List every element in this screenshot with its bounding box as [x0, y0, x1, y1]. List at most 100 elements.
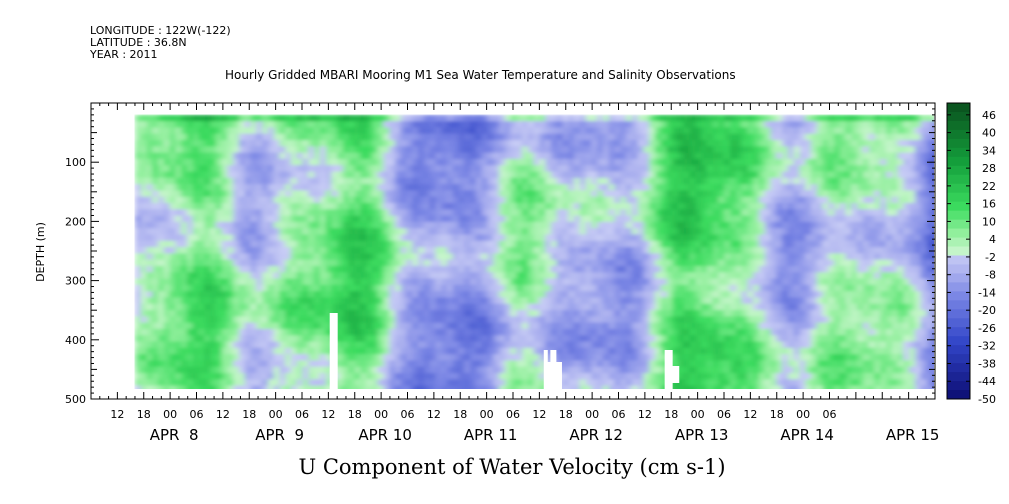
heatmap-cell: [400, 366, 408, 374]
heatmap-cell: [435, 265, 442, 274]
heatmap-cell: [782, 196, 789, 204]
heatmap-cell: [134, 385, 142, 389]
heatmap-cell: [718, 165, 726, 173]
heatmap-cell: [545, 127, 552, 135]
heatmap-cell: [695, 259, 702, 267]
heatmap-cell: [389, 303, 396, 311]
heatmap-cell: [158, 140, 165, 148]
heatmap-cell: [637, 259, 645, 267]
heatmap-cell: [735, 140, 743, 148]
heatmap-cell: [418, 177, 425, 185]
heatmap-cell: [487, 114, 494, 122]
heatmap-cell: [337, 265, 344, 274]
heatmap-cell: [764, 316, 772, 324]
heatmap-cell: [302, 177, 310, 185]
heatmap-cell: [758, 196, 766, 204]
heatmap-cell: [441, 121, 448, 129]
heatmap-cell: [290, 310, 298, 318]
heatmap-cell: [678, 265, 685, 274]
heatmap-cell: [186, 221, 194, 229]
heatmap-cell: [735, 303, 743, 311]
heatmap-cell: [250, 202, 258, 211]
heatmap-cell: [666, 278, 674, 286]
heatmap-cell: [163, 152, 171, 160]
heatmap-cell: [134, 322, 142, 330]
heatmap-cell: [325, 215, 333, 223]
heatmap-cell: [539, 278, 546, 286]
heatmap-cell: [262, 278, 269, 286]
heatmap-cell: [602, 347, 610, 355]
heatmap-cell: [562, 133, 570, 141]
heatmap-cell: [614, 328, 622, 337]
heatmap-cell: [550, 284, 558, 292]
heatmap-cell: [400, 190, 408, 198]
heatmap-cell: [290, 114, 298, 122]
heatmap-cell: [400, 341, 408, 349]
heatmap-cell: [394, 335, 402, 343]
heatmap-cell: [319, 379, 327, 387]
heatmap-cell: [608, 146, 616, 154]
heatmap-cell: [591, 265, 598, 274]
heatmap-cell: [262, 165, 269, 173]
heatmap-cell: [227, 240, 234, 248]
heatmap-cell: [418, 234, 425, 242]
heatmap-cell: [314, 240, 321, 248]
heatmap-cell: [706, 228, 714, 236]
heatmap-cell: [654, 303, 662, 311]
heatmap-cell: [319, 310, 327, 318]
heatmap-cell: [498, 215, 506, 223]
heatmap-cell: [637, 152, 645, 160]
heatmap-cell: [198, 234, 206, 242]
heatmap-cell: [701, 152, 708, 160]
heatmap-cell: [602, 328, 610, 337]
heatmap-cell: [458, 146, 466, 154]
heatmap-cell: [498, 114, 506, 122]
heatmap-cell: [545, 184, 552, 192]
heatmap-cell: [550, 240, 558, 248]
heatmap-cell: [446, 360, 454, 368]
heatmap-cell: [400, 253, 408, 261]
heatmap-cell: [146, 328, 154, 337]
heatmap-cell: [660, 221, 668, 229]
heatmap-cell: [163, 234, 171, 242]
heatmap-cell: [498, 328, 506, 337]
heatmap-cell: [782, 215, 789, 223]
heatmap-cell: [400, 114, 408, 122]
heatmap-cell: [371, 335, 379, 343]
heatmap-cell: [394, 146, 402, 154]
heatmap-cell: [435, 158, 442, 167]
heatmap-cell: [400, 259, 408, 267]
heatmap-cell: [227, 177, 234, 185]
heatmap-cell: [776, 373, 783, 381]
heatmap-cell: [776, 360, 783, 368]
heatmap-cell: [319, 240, 327, 248]
heatmap-cell: [302, 303, 310, 311]
heatmap-cell: [643, 259, 650, 267]
heatmap-cell: [389, 265, 396, 274]
heatmap-cell: [227, 234, 234, 242]
heatmap-cell: [256, 146, 263, 154]
heatmap-cell: [192, 177, 200, 185]
heatmap-cell: [510, 140, 518, 148]
heatmap-cell: [556, 328, 564, 337]
heatmap-cell: [516, 328, 523, 337]
heatmap-cell: [631, 316, 639, 324]
heatmap-cell: [631, 303, 639, 311]
heatmap-cell: [400, 196, 408, 204]
heatmap-cell: [706, 335, 714, 343]
heatmap-cell: [758, 316, 766, 324]
heatmap-cell: [215, 121, 223, 129]
heatmap-cell: [637, 335, 645, 343]
heatmap-cell: [181, 328, 188, 337]
heatmap-cell: [262, 360, 269, 368]
heatmap-cell: [302, 335, 310, 343]
heatmap-cell: [666, 228, 674, 236]
heatmap-cell: [493, 335, 500, 343]
heatmap-cell: [337, 221, 344, 229]
heatmap-cell: [314, 140, 321, 148]
heatmap-cell: [441, 328, 448, 337]
heatmap-cell: [539, 316, 546, 324]
heatmap-cell: [377, 328, 385, 337]
heatmap-cell: [562, 221, 570, 229]
heatmap-cell: [626, 140, 633, 148]
